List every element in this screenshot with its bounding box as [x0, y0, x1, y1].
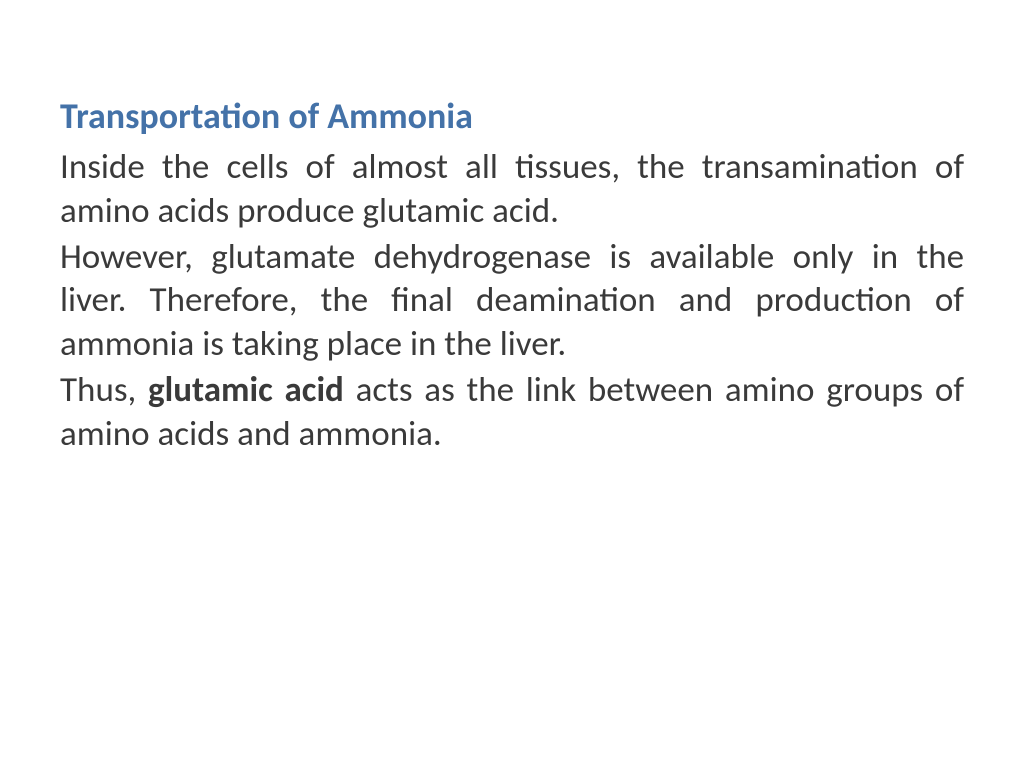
slide-title: Transportation of Ammonia — [60, 95, 964, 138]
slide-container: Transportation of Ammonia Inside the cel… — [60, 95, 964, 456]
slide-body: Inside the cells of almost all tissues, … — [60, 146, 964, 456]
paragraph-1: Inside the cells of almost all tissues, … — [60, 146, 964, 234]
paragraph-2-text: However, glutamate dehydrogenase is avai… — [60, 236, 964, 366]
paragraph-1-text: Inside the cells of almost all tissues, … — [60, 146, 964, 232]
paragraph-2: However, glutamate dehydrogenase is avai… — [60, 236, 964, 367]
paragraph-3-text-before: Thus, — [60, 369, 148, 411]
paragraph-3-bold: glutamic acid — [148, 369, 344, 411]
paragraph-3: Thus, glutamic acid acts as the link bet… — [60, 369, 964, 457]
